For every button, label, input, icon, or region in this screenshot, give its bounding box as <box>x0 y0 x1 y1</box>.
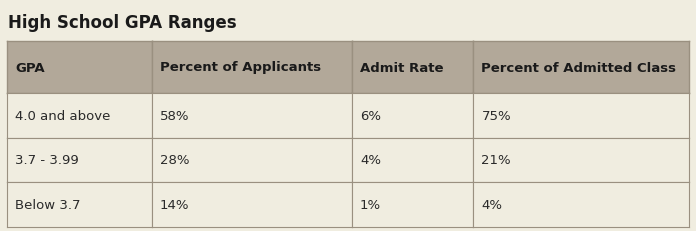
Text: 4%: 4% <box>482 198 503 211</box>
Text: GPA: GPA <box>15 61 45 74</box>
Text: Percent of Admitted Class: Percent of Admitted Class <box>482 61 677 74</box>
Text: 1%: 1% <box>360 198 381 211</box>
Text: 75%: 75% <box>482 109 511 122</box>
Text: Below 3.7: Below 3.7 <box>15 198 81 211</box>
Text: High School GPA Ranges: High School GPA Ranges <box>8 14 237 32</box>
Text: 4.0 and above: 4.0 and above <box>15 109 111 122</box>
Text: Admit Rate: Admit Rate <box>360 61 443 74</box>
Text: 14%: 14% <box>160 198 189 211</box>
Text: 4%: 4% <box>360 154 381 167</box>
Text: Percent of Applicants: Percent of Applicants <box>160 61 321 74</box>
Text: 58%: 58% <box>160 109 189 122</box>
Text: 6%: 6% <box>360 109 381 122</box>
Text: 3.7 - 3.99: 3.7 - 3.99 <box>15 154 79 167</box>
Text: 28%: 28% <box>160 154 189 167</box>
Text: 21%: 21% <box>482 154 511 167</box>
